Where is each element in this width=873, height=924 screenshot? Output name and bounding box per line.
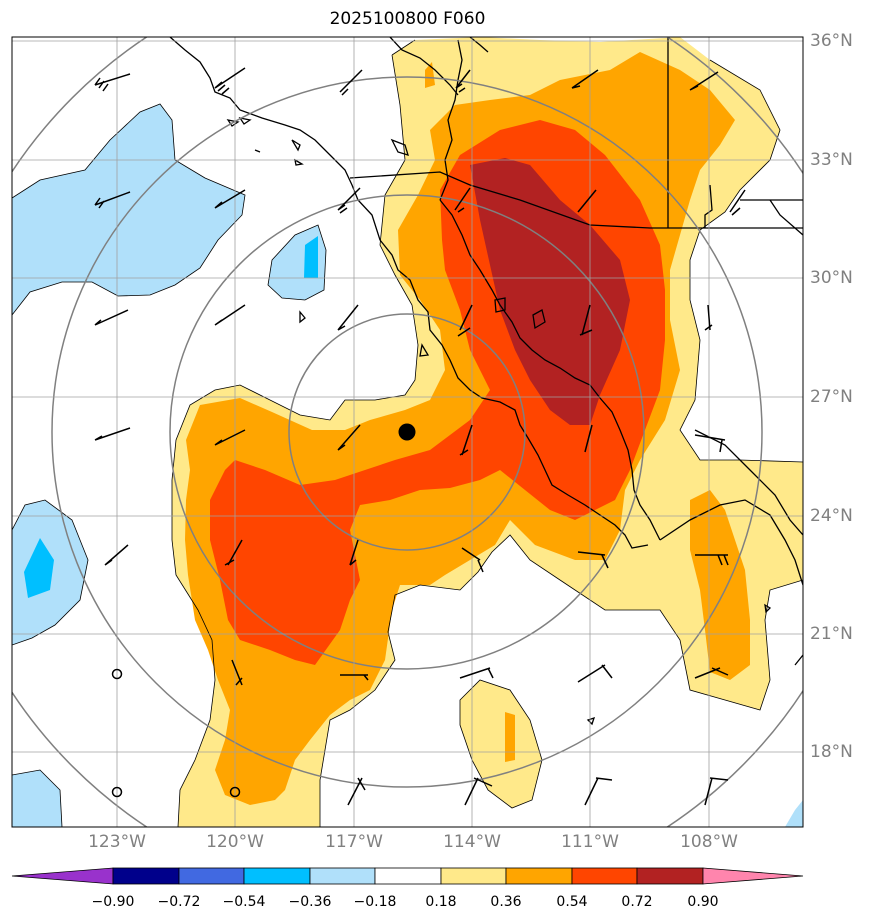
map-title: 2025100800 F060 <box>329 9 486 29</box>
range-rings <box>12 37 803 827</box>
lon-label-114w: 114°W <box>443 832 501 852</box>
storm-center-marker <box>398 423 416 441</box>
lat-label-33n: 33°N <box>810 150 853 170</box>
wind-barbs <box>94 67 746 806</box>
colorbar-tick-label: −0.54 <box>222 894 266 910</box>
colorbar-tick-label: 0.54 <box>556 894 588 910</box>
lon-label-123w: 123°W <box>88 832 146 852</box>
coastlines-and-borders <box>169 37 803 726</box>
colorbar-tick-label: −0.36 <box>288 894 332 910</box>
lon-label-111w: 111°W <box>561 832 619 852</box>
colorbar <box>11 867 804 885</box>
contour-lines <box>12 39 803 827</box>
map-plot-area <box>12 37 803 827</box>
lat-label-21n: 21°N <box>810 624 853 644</box>
negative-fill-036 <box>24 236 318 598</box>
lat-label-27n: 27°N <box>810 387 853 407</box>
gridlines <box>12 37 803 827</box>
colorbar-tick-label: 0.90 <box>687 894 719 910</box>
lat-label-18n: 18°N <box>810 742 853 762</box>
calm-circles <box>111 668 241 798</box>
plot-frame <box>11 36 804 828</box>
colorbar-tick-label: 0.36 <box>490 894 522 910</box>
colorbar-tick-label: −0.90 <box>91 894 135 910</box>
colorbar-tick-label: −0.18 <box>353 894 397 910</box>
lon-label-117w: 117°W <box>325 832 383 852</box>
colorbar-tick-label: 0.18 <box>425 894 457 910</box>
lat-label-36n: 36°N <box>810 31 853 51</box>
lon-label-108w: 108°W <box>680 832 738 852</box>
lon-label-120w: 120°W <box>206 832 264 852</box>
lat-label-24n: 24°N <box>810 506 853 526</box>
lat-label-30n: 30°N <box>810 268 853 288</box>
colorbar-tick-label: −0.72 <box>157 894 201 910</box>
colorbar-tick-label: 0.72 <box>621 894 653 910</box>
